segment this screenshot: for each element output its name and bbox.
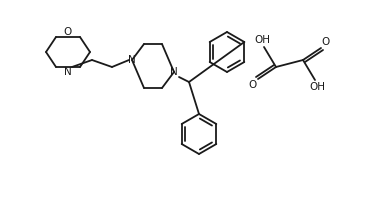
Text: N: N: [170, 67, 178, 77]
Text: O: O: [249, 80, 257, 90]
Text: O: O: [64, 27, 72, 37]
Text: N: N: [64, 67, 72, 77]
Text: OH: OH: [309, 82, 325, 92]
Text: O: O: [322, 37, 330, 47]
Text: N: N: [128, 55, 136, 65]
Text: OH: OH: [254, 35, 270, 45]
